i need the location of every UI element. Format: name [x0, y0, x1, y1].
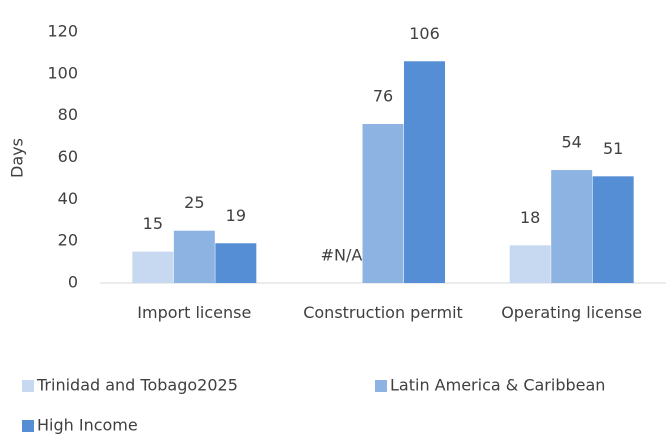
y-tick-label: 80 — [58, 105, 78, 124]
y-tick-label: 20 — [58, 231, 78, 250]
legend-label: High Income — [37, 416, 138, 435]
y-tick-label: 40 — [58, 189, 78, 208]
legend-label: Trinidad and Tobago2025 — [36, 376, 238, 395]
data-label: 106 — [409, 24, 440, 43]
bar — [592, 176, 634, 283]
data-label: 18 — [520, 208, 540, 227]
legend-swatch — [22, 380, 34, 392]
data-label: 15 — [143, 214, 163, 233]
legend-swatch — [375, 380, 387, 392]
data-label: 51 — [603, 139, 623, 158]
y-tick-label: 0 — [68, 273, 78, 292]
data-label: 54 — [561, 133, 581, 152]
bar — [362, 124, 404, 284]
data-label: #N/A — [321, 246, 363, 265]
legend-swatch — [22, 420, 34, 432]
bar — [132, 251, 174, 283]
y-axis-label: Days — [8, 138, 27, 178]
bar — [173, 230, 215, 283]
x-tick-label: Construction permit — [303, 303, 463, 322]
bar — [404, 61, 445, 284]
x-tick-label: Operating license — [501, 303, 642, 322]
data-label: 76 — [373, 87, 393, 106]
y-tick-label: 120 — [47, 22, 78, 41]
bar — [215, 243, 257, 283]
data-label: 25 — [184, 193, 204, 212]
bar — [551, 170, 593, 283]
legend-label: Latin America & Caribbean — [390, 376, 605, 395]
bar — [509, 245, 551, 283]
y-tick-label: 100 — [47, 63, 78, 82]
data-label: 19 — [226, 206, 246, 225]
y-tick-label: 60 — [58, 147, 78, 166]
x-tick-label: Import license — [137, 303, 251, 322]
